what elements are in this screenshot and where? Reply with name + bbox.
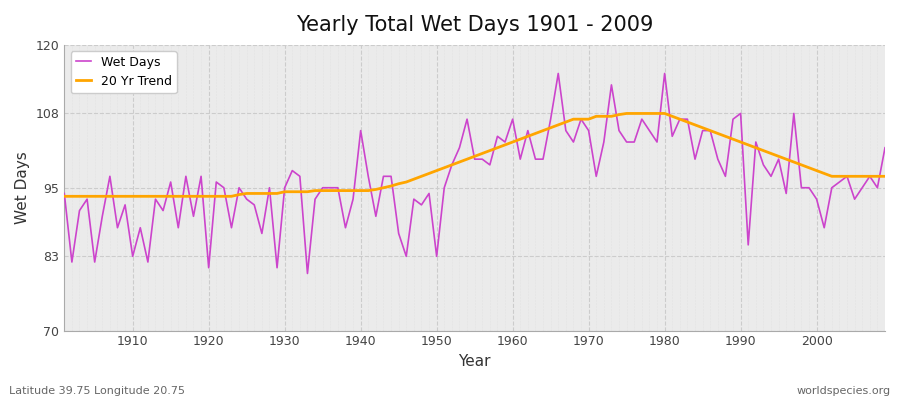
X-axis label: Year: Year	[458, 354, 491, 369]
20 Yr Trend	[58, 194, 69, 199]
Line: Wet Days: Wet Days	[64, 74, 885, 274]
Wet Days	[614, 128, 625, 133]
Wet Days	[508, 117, 518, 122]
Y-axis label: Wet Days: Wet Days	[15, 151, 30, 224]
Title: Yearly Total Wet Days 1901 - 2009: Yearly Total Wet Days 1901 - 2009	[296, 15, 653, 35]
Wet Days	[287, 168, 298, 173]
Wet Days	[120, 202, 130, 207]
Wet Days	[58, 191, 69, 196]
20 Yr Trend	[287, 189, 298, 194]
Legend: Wet Days, 20 Yr Trend: Wet Days, 20 Yr Trend	[70, 51, 176, 93]
20 Yr Trend	[500, 142, 510, 147]
Wet Days	[553, 71, 563, 76]
20 Yr Trend	[621, 111, 632, 116]
Wet Days	[879, 145, 890, 150]
20 Yr Trend	[120, 194, 130, 199]
Wet Days	[302, 271, 313, 276]
Text: worldspecies.org: worldspecies.org	[796, 386, 891, 396]
20 Yr Trend	[598, 114, 609, 119]
20 Yr Trend	[332, 188, 343, 193]
Wet Days	[340, 225, 351, 230]
Text: Latitude 39.75 Longitude 20.75: Latitude 39.75 Longitude 20.75	[9, 386, 185, 396]
Wet Days	[515, 157, 526, 162]
20 Yr Trend	[508, 140, 518, 144]
Line: 20 Yr Trend: 20 Yr Trend	[64, 114, 885, 196]
20 Yr Trend	[879, 174, 890, 179]
